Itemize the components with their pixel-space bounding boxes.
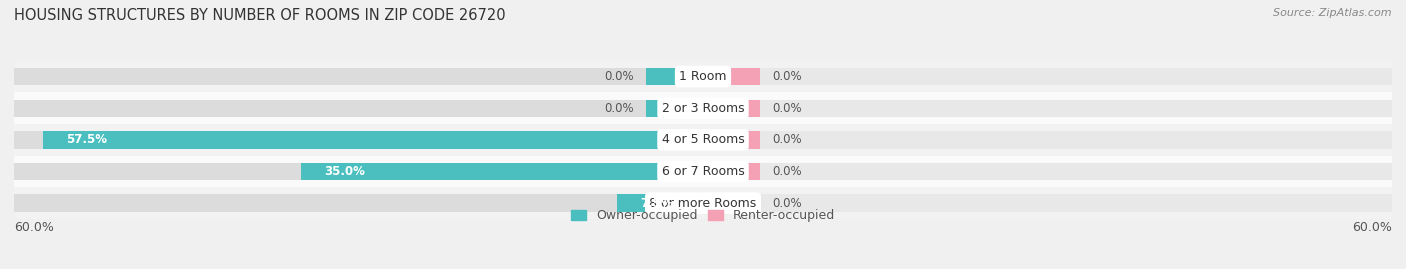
Bar <box>617 194 703 212</box>
Bar <box>14 61 1392 93</box>
Text: 0.0%: 0.0% <box>605 102 634 115</box>
Bar <box>14 93 1392 124</box>
Text: 35.0%: 35.0% <box>323 165 366 178</box>
Bar <box>645 68 703 85</box>
Text: 57.5%: 57.5% <box>66 133 107 146</box>
Bar <box>14 124 1392 156</box>
Bar <box>301 163 703 180</box>
Text: 0.0%: 0.0% <box>772 102 801 115</box>
Text: 6 or 7 Rooms: 6 or 7 Rooms <box>662 165 744 178</box>
Bar <box>703 68 1392 85</box>
Text: HOUSING STRUCTURES BY NUMBER OF ROOMS IN ZIP CODE 26720: HOUSING STRUCTURES BY NUMBER OF ROOMS IN… <box>14 8 506 23</box>
Bar <box>42 131 703 148</box>
Bar <box>703 100 1392 117</box>
Text: 4 or 5 Rooms: 4 or 5 Rooms <box>662 133 744 146</box>
Bar <box>703 163 761 180</box>
Bar <box>14 100 703 117</box>
Bar <box>703 100 761 117</box>
Text: 0.0%: 0.0% <box>772 165 801 178</box>
Bar <box>703 163 1392 180</box>
Text: 0.0%: 0.0% <box>772 70 801 83</box>
Bar <box>645 100 703 117</box>
Bar <box>703 68 761 85</box>
Legend: Owner-occupied, Renter-occupied: Owner-occupied, Renter-occupied <box>567 204 839 227</box>
Bar <box>14 156 1392 187</box>
Bar <box>14 68 703 85</box>
Text: 0.0%: 0.0% <box>772 133 801 146</box>
Bar <box>14 194 703 212</box>
Bar <box>703 194 1392 212</box>
Text: 0.0%: 0.0% <box>605 70 634 83</box>
Text: 7.5%: 7.5% <box>640 197 672 210</box>
Bar <box>703 194 761 212</box>
Bar <box>703 131 761 148</box>
Bar <box>14 187 1392 219</box>
Text: 8 or more Rooms: 8 or more Rooms <box>650 197 756 210</box>
Bar <box>14 163 703 180</box>
Text: 1 Room: 1 Room <box>679 70 727 83</box>
Text: 2 or 3 Rooms: 2 or 3 Rooms <box>662 102 744 115</box>
Text: 60.0%: 60.0% <box>14 221 53 233</box>
Text: 0.0%: 0.0% <box>772 197 801 210</box>
Text: 60.0%: 60.0% <box>1353 221 1392 233</box>
Text: Source: ZipAtlas.com: Source: ZipAtlas.com <box>1274 8 1392 18</box>
Bar <box>14 131 703 148</box>
Bar <box>703 131 1392 148</box>
